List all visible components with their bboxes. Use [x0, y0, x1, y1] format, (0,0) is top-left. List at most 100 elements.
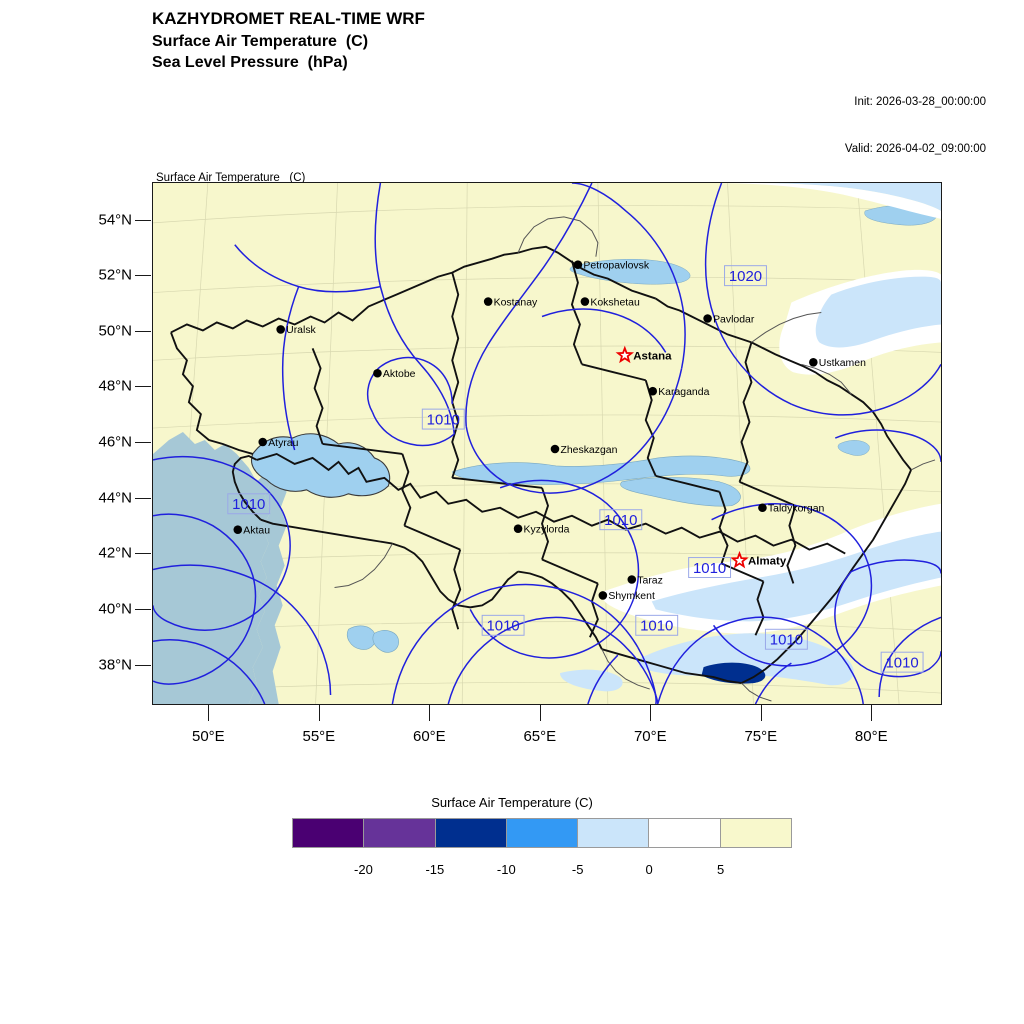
isobar-label-1010: 1010 — [880, 651, 924, 673]
longitude-tick-mark — [539, 705, 541, 721]
colorbar-swatch-6[interactable] — [720, 819, 791, 847]
city-dot-icon — [276, 325, 285, 334]
latitude-tick-mark — [135, 553, 151, 555]
city-marker-taraz[interactable]: Taraz — [627, 575, 663, 586]
latitude-tick-mark — [135, 330, 151, 332]
city-dot-icon — [758, 503, 767, 513]
latitude-tick-46°N: 46°N — [98, 433, 132, 451]
colorbar-tick--5: -5 — [571, 862, 584, 877]
latitude-tick-mark — [135, 497, 151, 499]
longitude-tick-70°E: 70°E — [633, 728, 667, 745]
isobar-label-1010: 1010 — [764, 628, 808, 650]
colorbar-tick-0: 0 — [645, 862, 653, 877]
city-label: Ustkamen — [819, 358, 866, 369]
city-dot-icon — [258, 437, 268, 447]
city-marker-kostanay[interactable]: Kostanay — [483, 297, 538, 308]
city-marker-petropavlovsk[interactable]: Petropavlovsk — [573, 260, 650, 271]
city-dot-icon — [483, 297, 493, 306]
city-marker-kokshetau[interactable]: Kokshetau — [580, 297, 640, 308]
latitude-tick-mark — [135, 442, 151, 444]
city-dot-icon — [580, 297, 590, 306]
city-marker-uralsk[interactable]: Uralsk — [276, 325, 317, 336]
model-timestamp-block: Init: 2026-03-28_00:00:00 Valid: 2026-04… — [845, 64, 986, 173]
longitude-tick-55°E: 55°E — [302, 728, 336, 745]
isobar-label-box — [599, 509, 643, 531]
isobar-label-text: 1010 — [770, 632, 803, 649]
city-marker-group: Petropavlovsk Kostanay Kokshetau Pavlodar Ur… — [233, 260, 866, 602]
city-label: Aktobe — [383, 369, 416, 380]
city-marker-karaganda[interactable]: Karaganda — [648, 386, 710, 398]
colorbar-title: Surface Air Temperature (C) — [431, 795, 593, 810]
isobar-label-1020: 1020 — [724, 265, 767, 287]
latitude-tick-mark — [135, 219, 151, 221]
city-marker-aktau[interactable]: Aktau — [233, 525, 270, 536]
isobar-label-1010: 1010 — [635, 614, 679, 636]
colorbar-swatch-5[interactable] — [649, 819, 721, 847]
isobar-label-text: 1010 — [232, 496, 265, 513]
lake-balkhash — [451, 455, 751, 507]
city-marker-shymkent[interactable]: Shymkent — [598, 591, 655, 602]
colorbar-swatch-4[interactable] — [578, 819, 650, 847]
isobar-label-box — [227, 493, 271, 515]
city-label: Zheskazgan — [560, 445, 617, 456]
isobar-label-box — [421, 408, 465, 430]
city-marker-aktobe[interactable]: Aktobe — [373, 368, 416, 380]
city-marker-pavlodar[interactable]: Pavlodar — [703, 314, 755, 325]
longitude-tick-80°E: 80°E — [854, 728, 888, 745]
city-label: Uralsk — [286, 325, 316, 336]
latitude-tick-mark — [135, 386, 151, 388]
page-subtitle-pressure: Sea Level Pressure (hPa) — [152, 53, 348, 71]
city-label: Almaty — [748, 556, 787, 568]
city-label: Aktau — [243, 525, 270, 536]
colorbar-tick--10: -10 — [496, 862, 516, 877]
city-dot-icon — [703, 314, 712, 323]
isobar-label-text: 1010 — [640, 618, 673, 635]
isobar-label-1010: 1010 — [599, 509, 643, 531]
city-marker-astana[interactable]: Astana — [615, 345, 672, 364]
latitude-tick-52°N: 52°N — [98, 266, 132, 284]
longitude-tick-mark — [318, 705, 320, 721]
colorbar-swatch-2[interactable] — [435, 819, 507, 847]
city-marker-ustkamen[interactable]: Ustkamen — [809, 358, 866, 369]
longitude-tick-75°E: 75°E — [744, 728, 778, 745]
isobar-label-text: 1010 — [427, 411, 460, 428]
city-marker-zheskazgan[interactable]: Zheskazgan — [550, 444, 618, 456]
isobar-label-box — [481, 614, 525, 636]
latitude-tick-mark — [135, 609, 151, 611]
latitude-tick-54°N: 54°N — [98, 211, 132, 229]
city-marker-atyrau[interactable]: Atyrau — [258, 437, 299, 449]
city-dot-icon — [513, 524, 523, 533]
longitude-tick-50°E: 50°E — [191, 728, 225, 745]
city-dot-icon — [233, 525, 243, 534]
city-marker-taldykorgan[interactable]: Taldykorgan — [758, 503, 825, 515]
city-marker-almaty[interactable]: Almaty — [730, 550, 787, 569]
capital-star-icon — [615, 345, 635, 364]
valid-time-label: Valid: 2026-04-02_09:00:00 — [844, 142, 986, 155]
city-dot-icon — [373, 368, 382, 378]
colorbar-swatch-1[interactable] — [364, 819, 436, 847]
longitude-tick-mark — [429, 705, 431, 721]
colorbar[interactable] — [292, 818, 792, 848]
longitude-tick-mark — [208, 705, 210, 721]
isobar-label-1010: 1010 — [421, 408, 465, 430]
longitude-tick-60°E: 60°E — [412, 728, 446, 745]
isobar-label-group: 1020 1010 1010 1010 1010 1010 1010 1010 1010 — [227, 265, 924, 673]
city-label: Kokshetau — [590, 297, 640, 308]
header-title-block: KAZHYDROMET REAL-TIME WRF Surface Air Te… — [152, 8, 425, 73]
longitude-tick-mark — [760, 705, 762, 721]
colorbar-swatch-0[interactable] — [293, 819, 365, 847]
isobar-label-text: 1010 — [885, 655, 918, 672]
isobar-label-text: 1020 — [729, 268, 762, 285]
aral-sea — [346, 625, 399, 653]
map-canvas: Petropavlovsk Kostanay Kokshetau Pavlodar Ur… — [153, 183, 941, 704]
weather-map[interactable]: Petropavlovsk Kostanay Kokshetau Pavlodar Ur… — [152, 182, 942, 705]
city-dot-icon — [809, 358, 818, 367]
city-dot-icon — [573, 260, 583, 269]
city-label: Kyzylorda — [524, 524, 570, 535]
city-marker-kyzylorda[interactable]: Kyzylorda — [513, 524, 570, 535]
city-dot-icon — [598, 591, 608, 600]
isobar-label-1010: 1010 — [688, 557, 732, 578]
city-label: Astana — [633, 351, 672, 363]
colorbar-swatch-3[interactable] — [506, 819, 579, 847]
latitude-tick-44°N: 44°N — [98, 489, 132, 507]
